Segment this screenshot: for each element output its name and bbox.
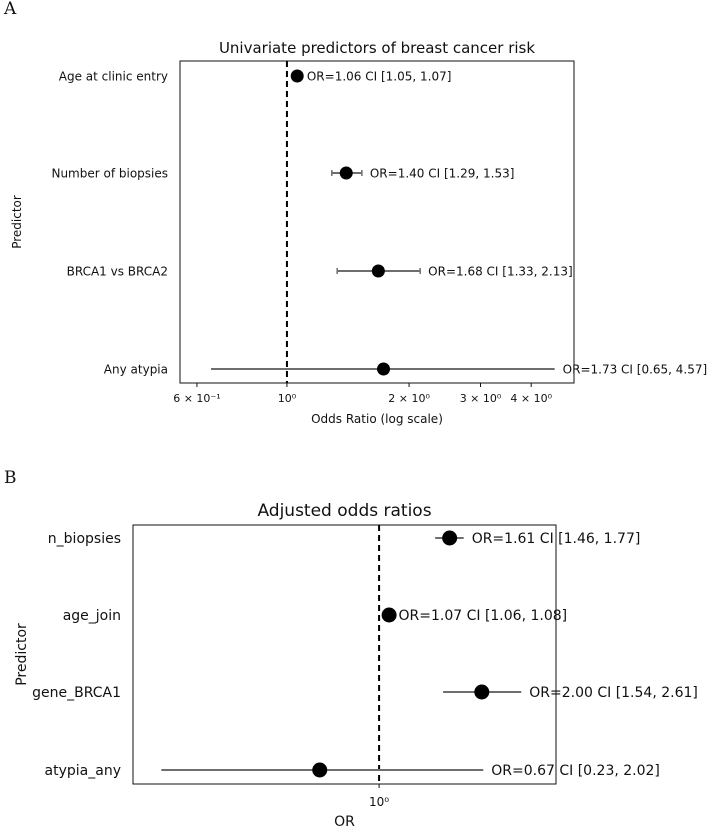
or-marker xyxy=(474,684,490,700)
plot-frame xyxy=(179,60,575,384)
or-annotation: OR=1.73 CI [0.65, 4.57] xyxy=(563,362,708,376)
x-axis-label: OR xyxy=(334,814,355,828)
row-label: Any atypia xyxy=(104,362,168,376)
or-marker xyxy=(312,762,328,778)
or-marker xyxy=(381,607,397,623)
x-tick-label: 3 × 10⁰ xyxy=(460,392,502,405)
x-tick-label: 2 × 10⁰ xyxy=(388,392,430,405)
or-annotation: OR=0.67 CI [0.23, 2.02] xyxy=(491,763,660,779)
chart-title: Univariate predictors of breast cancer r… xyxy=(219,39,535,57)
x-tick-label: 4 × 10⁰ xyxy=(510,392,552,405)
or-marker xyxy=(371,264,385,278)
plot-frame xyxy=(132,524,557,785)
or-annotation: OR=1.68 CI [1.33, 2.13] xyxy=(428,264,573,278)
row-label: Age at clinic entry xyxy=(59,69,168,83)
row-label: atypia_any xyxy=(45,763,121,779)
row-label: Number of biopsies xyxy=(51,166,168,180)
y-axis-label: Predictor xyxy=(14,623,30,686)
forest-row: BRCA1 vs BRCA2 OR=1.68 CI [1.33, 2.13] xyxy=(67,264,573,278)
or-marker xyxy=(377,362,391,376)
or-annotation: OR=1.07 CI [1.06, 1.08] xyxy=(398,608,567,624)
or-marker xyxy=(290,69,304,83)
row-label: n_biopsies xyxy=(48,531,121,547)
chart-title: Adjusted odds ratios xyxy=(257,501,431,521)
panel-letter: B xyxy=(4,468,17,488)
row-label: gene_BRCA1 xyxy=(32,685,121,701)
forest-row: gene_BRCA1 OR=2.00 CI [1.54, 2.61] xyxy=(32,684,698,701)
x-tick-label: 10⁰ xyxy=(369,795,389,809)
panel-a: A Univariate predictors of breast cancer … xyxy=(3,0,707,426)
or-marker xyxy=(442,530,458,546)
or-annotation: OR=1.61 CI [1.46, 1.77] xyxy=(472,531,641,547)
or-annotation: OR=1.40 CI [1.29, 1.53] xyxy=(370,166,515,180)
x-axis-label: Odds Ratio (log scale) xyxy=(311,412,443,426)
panel-b: B Adjusted odds ratios n_biopsies OR=1.61 C… xyxy=(4,468,698,828)
x-tick-label: 6 × 10⁻¹ xyxy=(173,392,220,405)
row-label: age_join xyxy=(63,608,121,624)
forest-row: Age at clinic entry OR=1.06 CI [1.05, 1.0… xyxy=(59,69,452,83)
panel-letter: A xyxy=(3,0,17,19)
forest-row: Any atypia OR=1.73 CI [0.65, 4.57] xyxy=(104,362,707,376)
forest-row: atypia_any OR=0.67 CI [0.23, 2.02] xyxy=(45,762,660,779)
forest-row: n_biopsies OR=1.61 CI [1.46, 1.77] xyxy=(48,530,641,547)
forest-row: age_join OR=1.07 CI [1.06, 1.08] xyxy=(63,607,567,624)
y-axis-label: Predictor xyxy=(10,195,24,249)
x-tick-label: 10⁰ xyxy=(278,392,297,405)
or-annotation: OR=2.00 CI [1.54, 2.61] xyxy=(529,685,698,701)
forest-row: Number of biopsies OR=1.40 CI [1.29, 1.53… xyxy=(51,166,514,180)
row-label: BRCA1 vs BRCA2 xyxy=(67,264,168,278)
or-annotation: OR=1.06 CI [1.05, 1.07] xyxy=(307,69,452,83)
or-marker xyxy=(339,166,353,180)
